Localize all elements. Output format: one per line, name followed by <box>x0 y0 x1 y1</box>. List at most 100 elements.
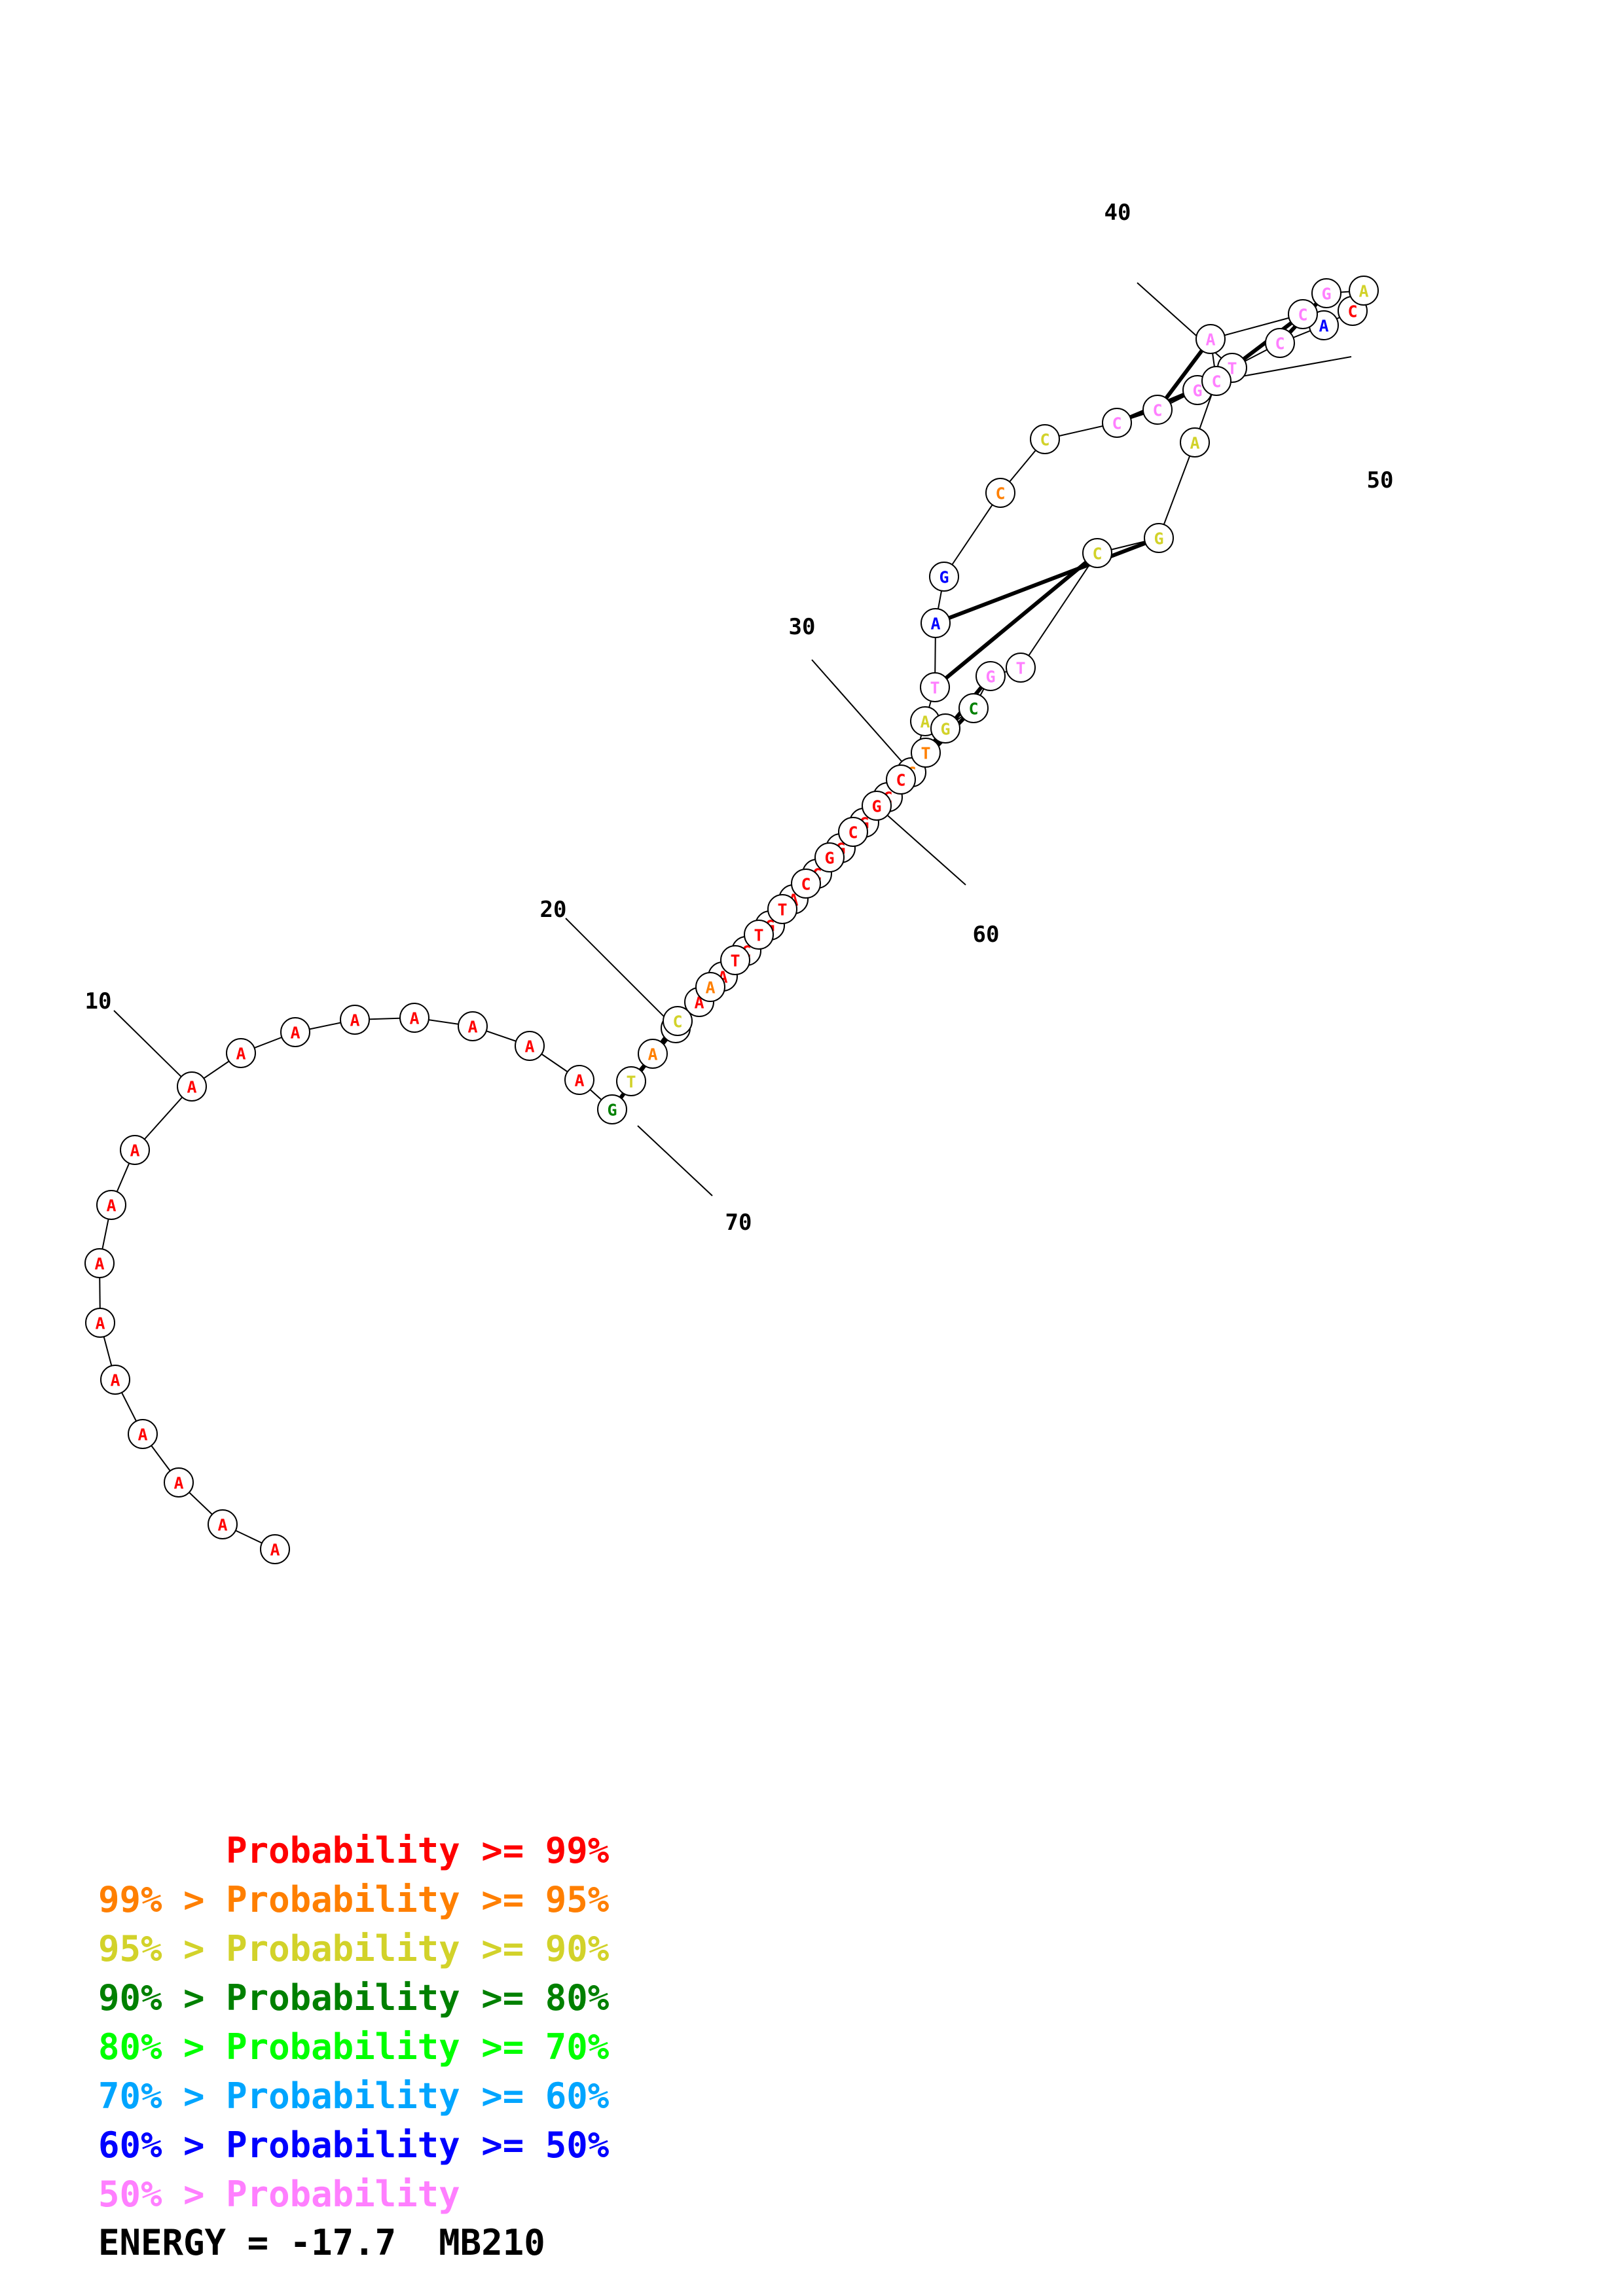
nucleotide: G <box>976 661 1006 691</box>
nucleotide-letter: A <box>1359 282 1368 301</box>
legend-text: Probability >= 50% <box>226 2125 610 2166</box>
nucleotide-letter: C <box>896 771 905 790</box>
nucleotide: T <box>720 945 750 975</box>
nucleotide: A <box>120 1135 150 1165</box>
nucleotide-letter: T <box>626 1073 636 1092</box>
legend-text: Probability >= 70% <box>226 2026 610 2068</box>
nucleotide: A <box>1349 276 1379 306</box>
legend-prefix: 90% > <box>98 1977 227 2018</box>
nucleotide-circle <box>100 1365 130 1395</box>
nucleotide-letter: A <box>1319 317 1328 336</box>
legend-text: Probability >= 90% <box>226 1928 610 1969</box>
legend-row: Probability >= 99% <box>98 1826 609 1875</box>
nucleotide: G <box>930 713 960 744</box>
nucleotide: T <box>1006 653 1036 683</box>
nucleotide-letter: C <box>848 823 858 842</box>
legend-row: 90% > Probability >= 80% <box>98 1973 609 2022</box>
nucleotide-circle <box>958 693 989 723</box>
nucleotide-letter: A <box>94 1255 104 1274</box>
nucleotide-circle <box>1311 278 1341 308</box>
nucleotide-letter: A <box>173 1474 183 1493</box>
nucleotide-letter: C <box>1112 414 1122 433</box>
nucleotide-letter: T <box>921 744 930 763</box>
nucleotide-circle <box>226 1038 256 1068</box>
nucleotide: A <box>226 1038 256 1068</box>
nucleotide-circle <box>85 1308 115 1338</box>
nucleotide-letter: G <box>607 1101 617 1120</box>
nucleotide-circle <box>564 1065 594 1095</box>
nucleotide: G <box>1144 523 1174 553</box>
legend-prefix: 95% > <box>98 1928 227 1969</box>
nucleotide: T <box>616 1066 646 1096</box>
nucleotide: A <box>1180 427 1210 457</box>
nucleotide: A <box>208 1509 238 1539</box>
nucleotide-letter: C <box>1298 306 1307 325</box>
nucleotide: A <box>638 1039 668 1069</box>
nucleotide-letter: A <box>467 1018 477 1037</box>
nucleotide-letter: C <box>995 484 1005 503</box>
tick-line <box>1137 282 1233 368</box>
nucleotide-circle <box>280 1017 310 1047</box>
nucleotide-circle <box>862 791 892 821</box>
nucleotide-letter: A <box>130 1141 139 1160</box>
nucleotide-circle <box>1102 408 1132 438</box>
nucleotide-circle <box>985 478 1015 508</box>
nucleotide: A <box>564 1065 594 1095</box>
nucleotide-letter: A <box>1190 434 1199 453</box>
nucleotide-letter: A <box>574 1071 584 1090</box>
nucleotide-letter: A <box>95 1314 105 1333</box>
nucleotide-circle <box>128 1419 158 1449</box>
nucleotide: A <box>164 1467 194 1498</box>
nucleotide: G <box>814 842 845 872</box>
nucleotide: A <box>96 1190 126 1220</box>
nucleotide-letter: A <box>350 1011 359 1030</box>
nucleotide: A <box>921 608 951 638</box>
nucleotide: A <box>280 1017 310 1047</box>
tick-line <box>565 918 676 1029</box>
nucleotide-letter: G <box>824 849 834 868</box>
legend-row: 70% > Probability >= 60% <box>98 2072 609 2121</box>
nucleotide-circle <box>177 1071 207 1102</box>
legend-text: Probability >= 99% <box>226 1830 610 1871</box>
legend-text: Probability >= 60% <box>226 2075 610 2117</box>
legend-row: 50% > Probability <box>98 2170 609 2219</box>
legend-prefix: 80% > <box>98 2026 227 2068</box>
nucleotide-letter: C <box>1275 334 1285 353</box>
nucleotide: T <box>744 920 774 950</box>
position-label: 50 <box>1367 467 1394 493</box>
nucleotide-circle <box>744 920 774 950</box>
nucleotide: C <box>886 764 916 795</box>
legend-text: Probability <box>226 2174 460 2215</box>
legend-prefix: 60% > <box>98 2125 227 2166</box>
nucleotide-letter: C <box>1347 302 1357 321</box>
nucleotide-circle <box>929 562 959 592</box>
nucleotide: A <box>260 1534 290 1564</box>
nucleotide: G <box>1311 278 1341 308</box>
nucleotide-circle <box>458 1011 488 1041</box>
nucleotide-circle <box>1142 395 1173 425</box>
nucleotide-circle <box>976 661 1006 691</box>
nucleotide-letter: G <box>940 720 950 739</box>
nucleotide: C <box>838 817 868 847</box>
nucleotide: T <box>767 894 797 924</box>
nucleotide: C <box>1102 408 1132 438</box>
position-label: 70 <box>725 1210 752 1236</box>
nucleotide-circle <box>616 1066 646 1096</box>
nucleotide-letter: A <box>217 1516 227 1535</box>
position-label: 20 <box>540 897 567 923</box>
nucleotide: A <box>84 1248 115 1278</box>
nucleotide: G <box>862 791 892 821</box>
nucleotide-circle <box>260 1534 290 1564</box>
legend-row: 99% > Probability >= 95% <box>98 1875 609 1924</box>
nucleotide-circle <box>1030 424 1060 454</box>
base-pair-line <box>934 536 1160 625</box>
nucleotide-circle <box>1144 523 1174 553</box>
tick-line <box>811 659 912 773</box>
nucleotide-letter: A <box>524 1037 534 1056</box>
nucleotide-circle <box>720 945 750 975</box>
base-pair-line <box>934 551 1099 689</box>
nucleotide: C <box>1265 328 1295 358</box>
nucleotide-letter: A <box>137 1426 147 1444</box>
nucleotide-letter: A <box>409 1009 419 1028</box>
